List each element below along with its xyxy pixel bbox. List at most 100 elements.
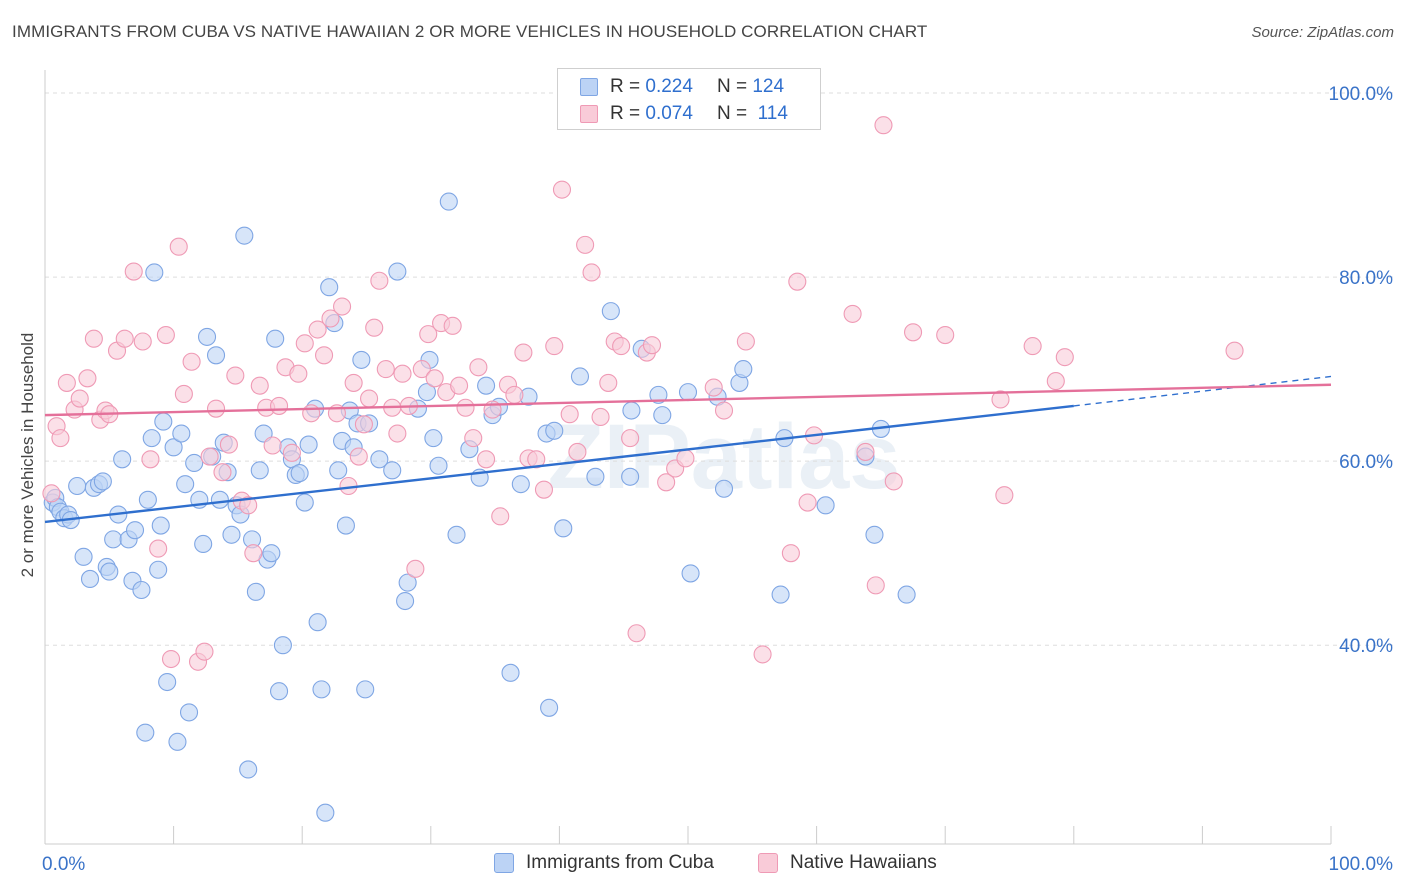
data-point-cuba — [262, 544, 281, 563]
data-point-cuba — [125, 521, 145, 540]
data-point-cuba — [383, 461, 402, 480]
data-point-hawaiian — [412, 360, 431, 379]
data-point-hawaiian — [627, 624, 646, 643]
n-label: N = — [716, 76, 748, 97]
series-hawaiian-points — [42, 116, 1244, 671]
data-point-hawaiian — [174, 384, 193, 404]
data-point-hawaiian — [124, 262, 143, 281]
data-point-hawaiian — [370, 271, 389, 290]
data-point-cuba — [149, 560, 168, 579]
data-point-hawaiian — [169, 237, 188, 256]
data-point-cuba — [329, 461, 348, 480]
data-point-hawaiian — [321, 309, 340, 328]
data-point-hawaiian — [360, 389, 379, 408]
data-point-cuba — [158, 672, 177, 692]
data-point-cuba — [104, 530, 123, 549]
data-point-cuba — [649, 385, 668, 404]
data-point-cuba — [653, 406, 672, 425]
data-point-hawaiian — [42, 484, 61, 503]
data-point-hawaiian — [195, 642, 214, 661]
gridlines — [45, 92, 1393, 646]
data-point-hawaiian — [250, 376, 269, 395]
data-point-cuba — [316, 803, 335, 822]
data-point-cuba — [477, 376, 496, 395]
data-point-hawaiian — [333, 297, 352, 316]
data-point-cuba — [132, 580, 151, 600]
data-point-hawaiian — [206, 399, 226, 418]
data-point-hawaiian — [270, 396, 289, 415]
chart-title: IMMIGRANTS FROM CUBA VS NATIVE HAWAIIAN … — [12, 22, 928, 41]
data-point-cuba — [545, 421, 564, 440]
data-point-hawaiian — [57, 373, 76, 392]
data-point-cuba — [138, 490, 157, 509]
data-point-cuba — [113, 450, 132, 469]
data-point-hawaiian — [365, 318, 384, 337]
data-point-cuba — [897, 585, 916, 604]
data-point-hawaiian — [866, 576, 885, 595]
data-point-hawaiian — [642, 336, 662, 355]
data-point-cuba — [439, 192, 458, 211]
data-point-hawaiian — [1055, 348, 1074, 367]
data-point-hawaiian — [781, 544, 800, 563]
legend-label-cuba: Immigrants from Cuba — [526, 852, 714, 873]
data-point-cuba — [312, 680, 331, 699]
data-point-cuba — [246, 582, 265, 601]
x-tick-label: 100.0% — [1329, 854, 1394, 875]
data-point-hawaiian — [149, 539, 168, 558]
data-point-cuba — [100, 562, 119, 581]
data-point-hawaiian — [884, 472, 903, 491]
data-point-cuba — [352, 350, 371, 369]
trend-lines — [44, 375, 1332, 524]
data-point-hawaiian — [289, 364, 308, 383]
data-point-hawaiian — [315, 346, 334, 365]
r-label: R = — [610, 103, 641, 124]
data-point-cuba — [80, 569, 100, 588]
data-point-hawaiian — [84, 329, 103, 348]
stats-legend-row-cuba: R = 0.224 N = 124 — [580, 74, 784, 100]
data-point-cuba — [308, 613, 327, 632]
data-point-hawaiian — [560, 405, 579, 424]
data-point-cuba — [185, 453, 204, 473]
n-value-hawaiian: 114 — [757, 103, 788, 124]
data-point-hawaiian — [219, 435, 238, 454]
data-point-cuba — [447, 525, 466, 544]
data-point-hawaiian — [302, 404, 321, 423]
data-point-cuba — [151, 516, 170, 535]
data-point-cuba — [210, 490, 229, 509]
legend-item-hawaiian[interactable]: Native Hawaiians — [758, 852, 937, 874]
series-legend: Immigrants from Cuba Native Hawaiians — [0, 852, 1406, 878]
x-tick-label: 0.0% — [42, 854, 85, 875]
data-point-hawaiian — [141, 450, 160, 469]
data-point-hawaiian — [527, 450, 546, 469]
data-point-cuba — [250, 461, 269, 480]
data-point-hawaiian — [376, 360, 395, 379]
data-point-hawaiian — [425, 369, 444, 388]
data-point-hawaiian — [133, 332, 152, 351]
data-point-cuba — [239, 760, 258, 779]
data-point-hawaiian — [582, 263, 601, 282]
data-point-hawaiian — [161, 649, 181, 669]
data-point-hawaiian — [464, 429, 483, 448]
legend-swatch-cuba — [494, 853, 514, 873]
legend-item-cuba[interactable]: Immigrants from Cuba — [494, 852, 714, 874]
data-point-hawaiian — [295, 334, 314, 353]
data-point-hawaiian — [874, 116, 893, 135]
r-value-hawaiian: 0.074 — [645, 103, 693, 124]
data-point-hawaiian — [491, 507, 510, 526]
data-point-hawaiian — [1023, 337, 1042, 356]
trend-line-cuba — [44, 404, 1074, 524]
data-point-cuba — [388, 262, 407, 281]
data-point-hawaiian — [443, 316, 462, 335]
legend-swatch-cuba — [580, 78, 598, 96]
data-point-cuba — [570, 367, 590, 386]
data-point-hawaiian — [263, 436, 282, 455]
data-point-cuba — [622, 401, 641, 420]
data-point-cuba — [93, 472, 112, 491]
data-point-hawaiian — [505, 385, 524, 404]
data-point-hawaiian — [714, 401, 734, 420]
y-tick-label: 80.0% — [1339, 268, 1393, 289]
data-point-hawaiian — [354, 415, 373, 434]
data-point-hawaiian — [244, 544, 263, 563]
data-point-cuba — [168, 732, 187, 751]
data-point-cuba — [865, 525, 884, 544]
